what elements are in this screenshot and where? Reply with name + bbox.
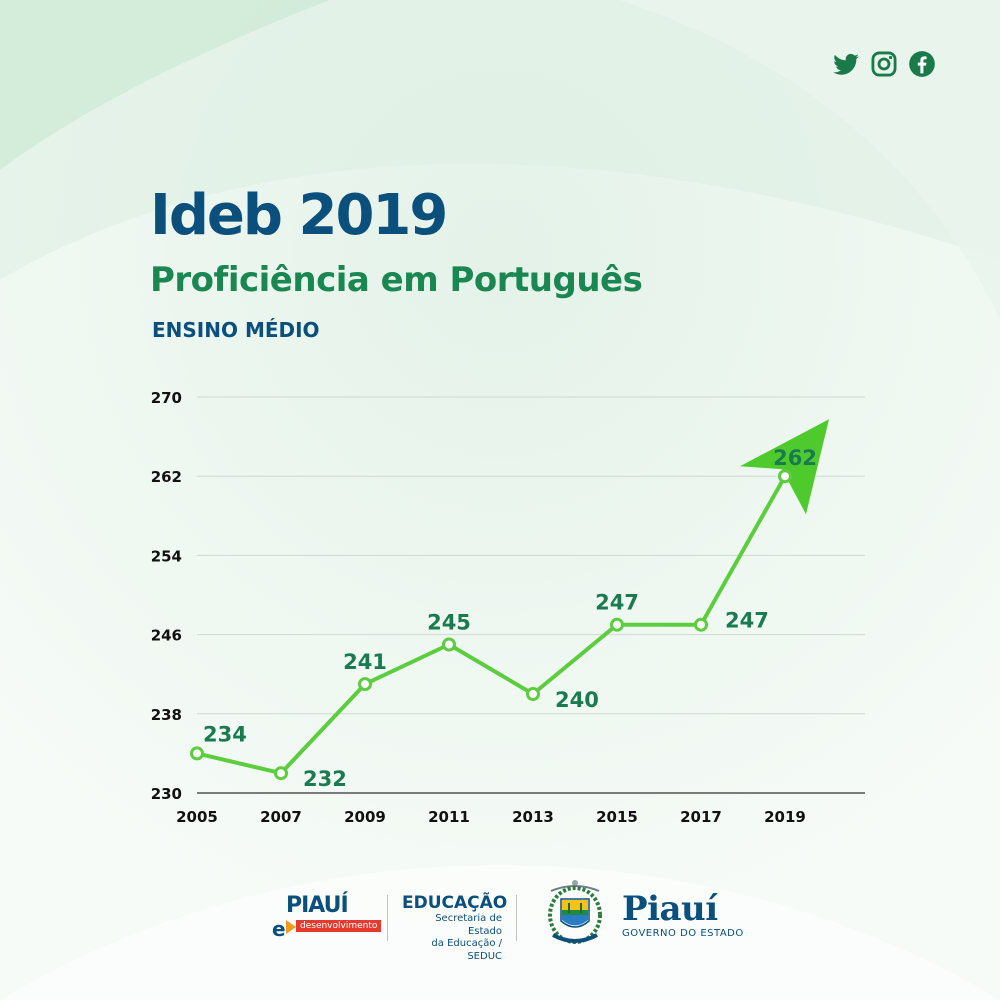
seduc-title: EDUCAÇÃO xyxy=(402,893,508,913)
data-label: 247 xyxy=(725,609,769,633)
y-axis-ticks: 230 238 246 254 262 270 xyxy=(151,389,182,803)
x-tick-label: 2005 xyxy=(176,808,218,826)
y-tick-label: 230 xyxy=(151,785,182,803)
page-title: Ideb 2019 xyxy=(150,183,448,248)
y-tick-label: 238 xyxy=(151,706,182,724)
footer-divider xyxy=(387,895,388,941)
social-icons xyxy=(832,50,936,78)
state-crest-icon xyxy=(548,880,602,944)
data-labels: 234 232 241 245 240 247 247 262 xyxy=(203,446,817,791)
data-label: 241 xyxy=(343,650,387,674)
data-label: 234 xyxy=(203,722,247,746)
data-point xyxy=(694,617,708,632)
y-tick-label: 246 xyxy=(151,627,182,645)
governo-subtitle: GOVERNO DO ESTADO xyxy=(622,928,744,939)
seduc-line2: da Educação / SEDUC xyxy=(431,938,502,962)
piaui-desenvolvimento-logo: PIAUÍ e desenvolvimento xyxy=(272,893,382,941)
data-label: 245 xyxy=(427,611,471,635)
y-tick-label: 270 xyxy=(151,389,182,407)
x-tick-label: 2015 xyxy=(596,808,638,826)
footer-divider xyxy=(516,895,517,941)
data-point xyxy=(610,617,624,632)
x-axis-ticks: 2005 2007 2009 2011 2013 2015 2017 2019 xyxy=(176,808,806,826)
section-label: ENSINO MÉDIO xyxy=(152,318,320,342)
x-tick-label: 2009 xyxy=(344,808,386,826)
instagram-icon[interactable] xyxy=(870,50,898,78)
data-label: 240 xyxy=(555,688,599,712)
governo-logo: Piauí GOVERNO DO ESTADO xyxy=(622,892,744,939)
logo1-e: e xyxy=(272,917,286,941)
data-point xyxy=(526,687,540,701)
grid-lines xyxy=(197,396,865,715)
data-label: 247 xyxy=(595,591,639,615)
data-label: 262 xyxy=(773,446,817,470)
data-point xyxy=(190,746,204,761)
governo-title: Piauí xyxy=(622,889,718,929)
y-tick-label: 254 xyxy=(151,547,182,565)
y-tick-label: 262 xyxy=(151,468,182,486)
trend-arrow xyxy=(740,419,829,515)
seduc-line1: Secretaria de Estado xyxy=(435,913,502,937)
logo1-arrow-icon xyxy=(286,920,296,934)
data-point xyxy=(442,637,456,652)
x-tick-label: 2011 xyxy=(428,808,470,826)
series-line xyxy=(196,475,787,776)
data-point xyxy=(778,469,792,484)
twitter-icon[interactable] xyxy=(832,50,860,78)
facebook-icon[interactable] xyxy=(908,50,936,78)
logo1-title: PIAUÍ xyxy=(286,893,349,918)
x-tick-label: 2013 xyxy=(512,808,554,826)
page-subtitle: Proficiência em Português xyxy=(150,260,643,300)
x-tick-label: 2017 xyxy=(680,808,722,826)
seduc-logo: EDUCAÇÃO Secretaria de Estado da Educaçã… xyxy=(402,893,508,963)
data-label: 232 xyxy=(303,767,347,791)
data-point xyxy=(358,677,372,692)
data-point xyxy=(274,766,288,781)
x-tick-label: 2019 xyxy=(764,808,806,826)
data-points xyxy=(190,469,792,781)
logo1-tag: desenvolvimento xyxy=(296,920,382,932)
x-tick-label: 2007 xyxy=(260,808,302,826)
